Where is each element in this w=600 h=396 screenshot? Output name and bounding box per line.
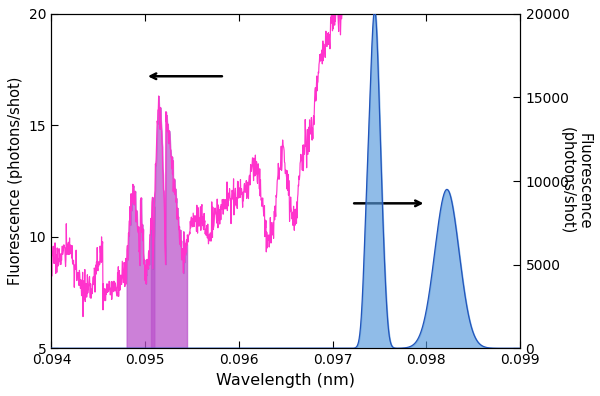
Y-axis label: Fluorescence (photons/shot): Fluorescence (photons/shot) xyxy=(8,77,23,285)
Y-axis label: Fluorescence
(photons/shot): Fluorescence (photons/shot) xyxy=(559,128,592,235)
X-axis label: Wavelength (nm): Wavelength (nm) xyxy=(216,373,355,388)
